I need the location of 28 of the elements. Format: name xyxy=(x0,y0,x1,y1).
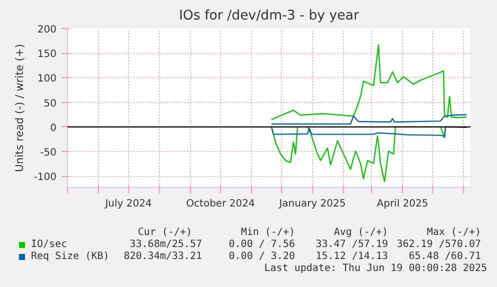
annotation: 0.00 / 3.20 xyxy=(228,251,295,263)
y-tick-label: 50 xyxy=(44,98,57,110)
legend-label: Req Size (KB) xyxy=(31,251,110,263)
annotation: Max (-/+) xyxy=(426,227,481,239)
annotation: Min (-/+) xyxy=(240,227,295,239)
annotation: 362.19 /570.07 xyxy=(396,239,481,251)
y-tick-label: -100 xyxy=(34,172,57,184)
annotation: 0.00 / 7.56 xyxy=(228,239,295,251)
annotation: 15.12 /14.13 xyxy=(316,251,388,263)
annotation: 820.34m/33.21 xyxy=(124,251,202,263)
annotation: 33.47 /57.19 xyxy=(316,239,388,251)
x-tick-label: January 2025 xyxy=(278,198,346,210)
legend-label: IO/sec xyxy=(31,239,68,251)
annotation: Last update: Thu Jun 19 00:00:28 2025 xyxy=(264,263,487,275)
x-tick-label: October 2024 xyxy=(186,198,255,210)
y-tick-label: -50 xyxy=(40,148,57,159)
annotation: 33.68m/25.57 xyxy=(130,239,202,251)
y-tick-label: 0 xyxy=(50,122,57,134)
y-axis-title: Units read (-) / write (+) xyxy=(12,44,26,172)
annotation: Avg (-/+) xyxy=(334,227,388,239)
y-tick-label: 150 xyxy=(37,49,57,60)
x-tick-label: April 2025 xyxy=(376,198,428,210)
y-tick-label: 100 xyxy=(37,74,57,85)
annotation: 65.48 /60.71 xyxy=(408,251,481,263)
chart-title: IOs for /dev/dm-3 - by year xyxy=(178,8,360,24)
y-tick-label: 200 xyxy=(37,24,57,36)
annotation: Cur (-/+) xyxy=(138,227,192,239)
x-tick-label: July 2024 xyxy=(104,198,152,210)
